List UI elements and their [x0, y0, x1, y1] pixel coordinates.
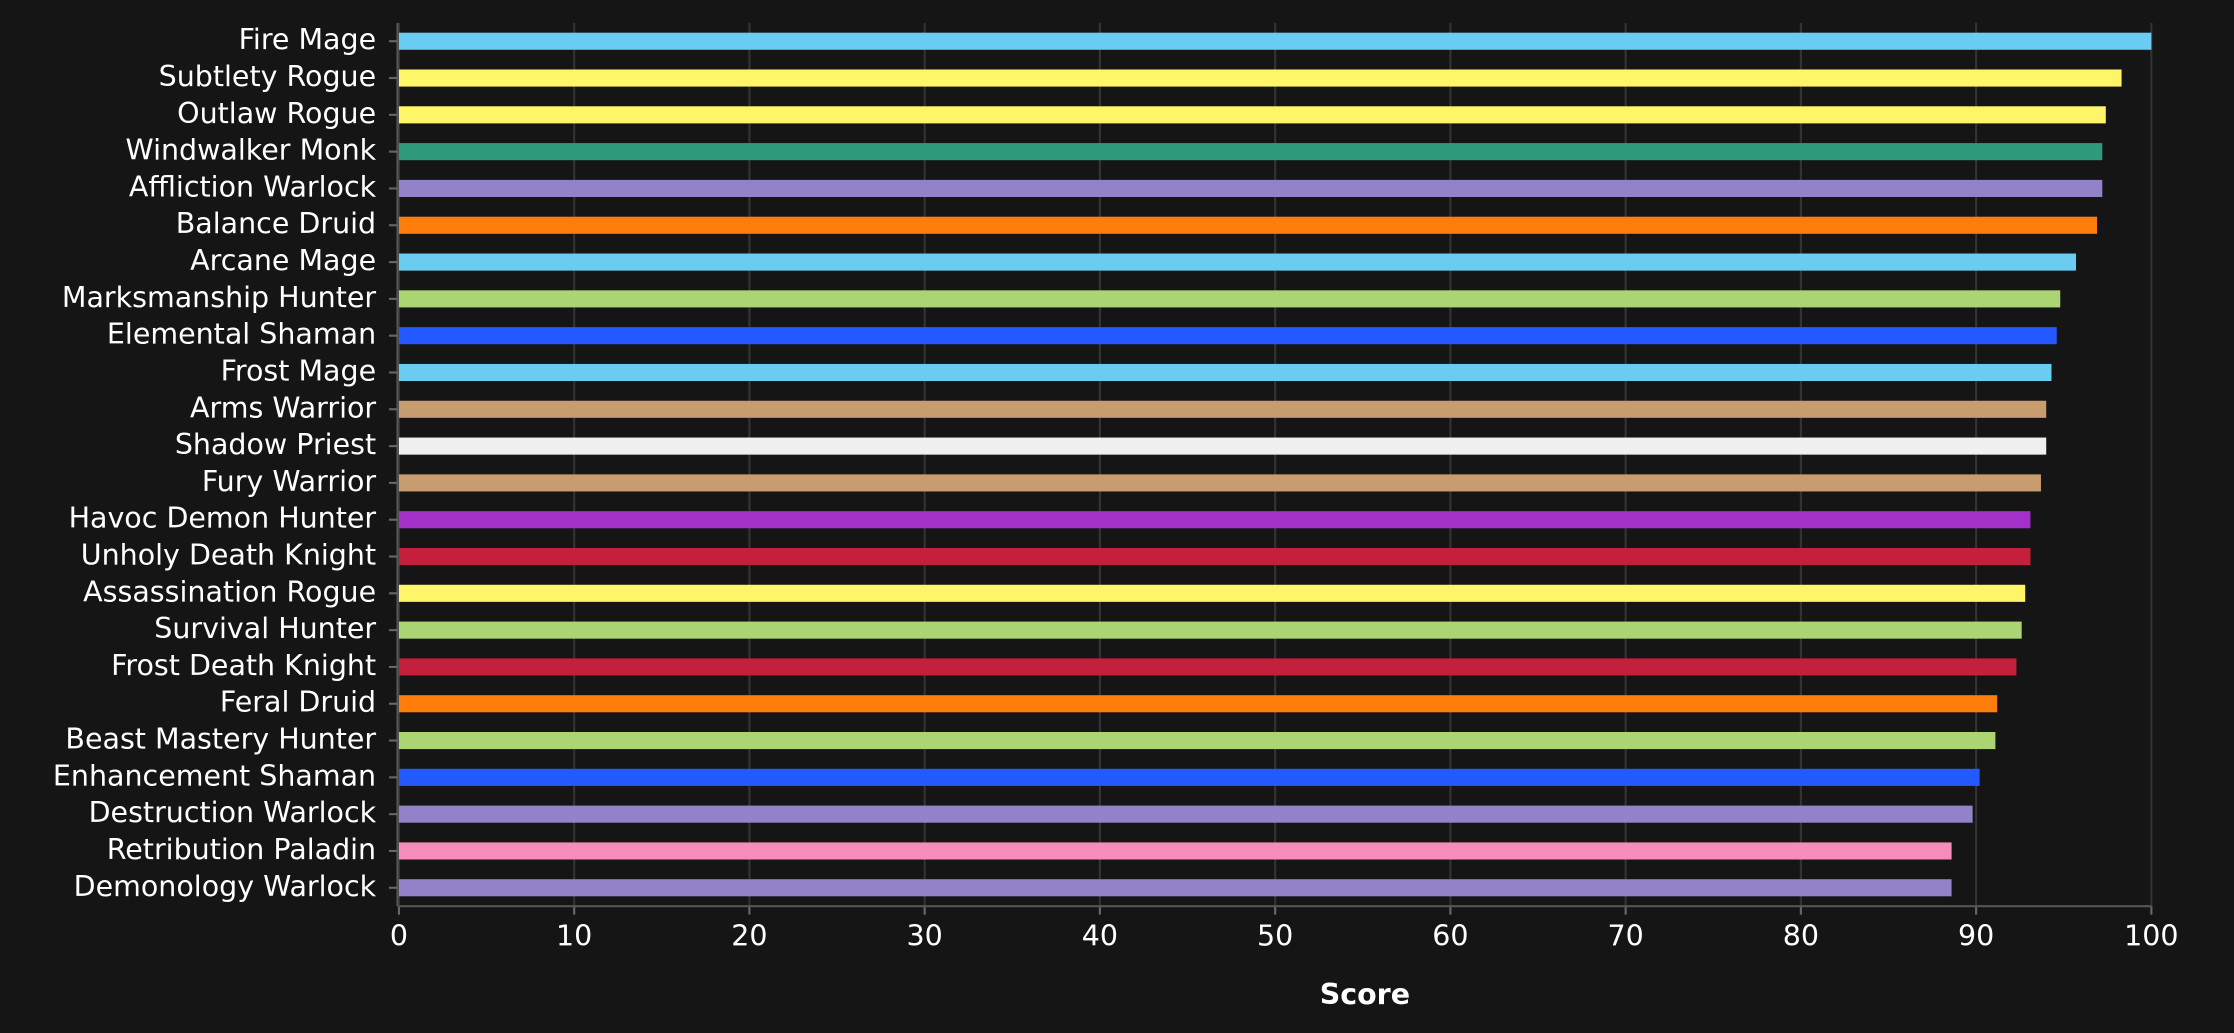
bar	[398, 658, 2017, 676]
y-tick-label: Beast Mastery Hunter	[65, 723, 376, 756]
bar	[398, 437, 2047, 455]
x-tick-label: 70	[1608, 920, 1644, 953]
x-axis-label: Score	[1320, 978, 1410, 1011]
x-tick-label: 60	[1432, 920, 1468, 953]
y-tick-label: Demonology Warlock	[74, 870, 377, 903]
bar	[398, 143, 2103, 161]
bar	[398, 879, 1952, 897]
x-tick-label: 10	[556, 920, 592, 953]
bar	[398, 179, 2103, 198]
bar	[398, 621, 2022, 639]
y-tick-label: Marksmanship Hunter	[62, 281, 376, 314]
y-tick-label: Unholy Death Knight	[81, 539, 376, 572]
bar	[398, 106, 2106, 124]
bar	[398, 474, 2041, 492]
y-tick-label: Balance Druid	[176, 207, 376, 240]
x-tick-label: 0	[390, 920, 408, 953]
y-tick-label: Shadow Priest	[175, 428, 376, 461]
y-tick-label: Affliction Warlock	[129, 170, 377, 203]
bar	[398, 327, 2057, 345]
bar	[398, 842, 1952, 860]
bar	[398, 805, 1973, 823]
x-tick-label: 90	[1958, 920, 1994, 953]
y-tick-label: Windwalker Monk	[126, 134, 377, 167]
y-tick-label: Feral Druid	[220, 686, 376, 719]
y-tick-label: Arms Warrior	[190, 391, 376, 424]
y-tick-label: Fury Warrior	[202, 465, 377, 498]
bar	[398, 363, 2052, 382]
y-tick-label: Fire Mage	[239, 23, 377, 56]
x-tick-label: 30	[907, 920, 943, 953]
bar	[398, 253, 2077, 271]
bar	[398, 695, 1998, 713]
bar	[398, 290, 2061, 308]
bar	[398, 731, 1996, 750]
x-tick-label: 20	[731, 920, 767, 953]
x-tick-label: 50	[1257, 920, 1293, 953]
y-tick-label: Retribution Paladin	[107, 833, 376, 866]
y-tick-label: Enhancement Shaman	[53, 759, 376, 792]
y-tick-label: Outlaw Rogue	[177, 97, 376, 130]
y-tick-label: Subtlety Rogue	[159, 60, 377, 93]
y-tick-label: Arcane Mage	[190, 244, 376, 277]
bar	[398, 511, 2031, 529]
y-tick-label: Survival Hunter	[154, 612, 376, 645]
y-tick-label: Havoc Demon Hunter	[69, 502, 377, 535]
y-tick-label: Frost Mage	[221, 354, 377, 387]
bar	[398, 69, 2122, 87]
y-tick-label: Destruction Warlock	[89, 796, 377, 829]
x-tick-label: 40	[1082, 920, 1118, 953]
bar	[398, 400, 2047, 418]
bar	[398, 584, 2026, 602]
x-tick-label: 100	[2124, 920, 2178, 953]
bar	[398, 547, 2031, 566]
bar	[398, 216, 2098, 234]
y-tick-label: Elemental Shaman	[107, 318, 376, 351]
x-tick-label: 80	[1783, 920, 1819, 953]
bar	[398, 768, 1980, 786]
y-tick-label: Frost Death Knight	[111, 649, 376, 682]
bar	[398, 32, 2152, 50]
y-tick-label: Assassination Rogue	[83, 575, 376, 608]
